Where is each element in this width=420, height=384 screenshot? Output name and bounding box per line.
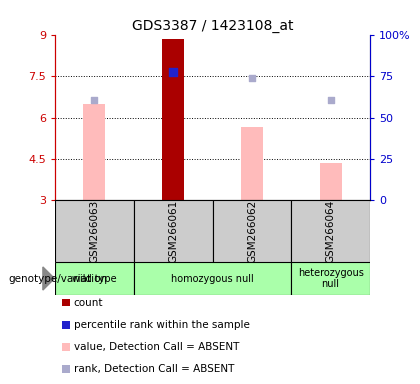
Bar <box>62 321 71 329</box>
Text: homozygous null: homozygous null <box>171 273 254 283</box>
Polygon shape <box>43 267 55 290</box>
Text: genotype/variation: genotype/variation <box>8 273 108 283</box>
Point <box>91 96 98 103</box>
Bar <box>320 163 341 200</box>
Text: value, Detection Call = ABSENT: value, Detection Call = ABSENT <box>74 342 239 352</box>
Bar <box>213 200 291 262</box>
Point <box>170 69 176 75</box>
Bar <box>62 299 71 306</box>
Bar <box>291 262 370 295</box>
Title: GDS3387 / 1423108_at: GDS3387 / 1423108_at <box>132 18 293 33</box>
Bar <box>134 200 213 262</box>
Text: wild type: wild type <box>72 273 117 283</box>
Point <box>249 75 255 81</box>
Bar <box>241 127 263 200</box>
Text: GSM266063: GSM266063 <box>89 199 100 263</box>
Bar <box>55 262 134 295</box>
Bar <box>291 200 370 262</box>
Bar <box>62 343 71 351</box>
Bar <box>162 38 184 200</box>
Bar <box>62 366 71 373</box>
Text: percentile rank within the sample: percentile rank within the sample <box>74 320 249 330</box>
Bar <box>55 200 134 262</box>
Text: count: count <box>74 298 103 308</box>
Bar <box>134 262 291 295</box>
Bar <box>83 104 105 200</box>
Text: GSM266064: GSM266064 <box>326 199 336 263</box>
Text: GSM266062: GSM266062 <box>247 199 257 263</box>
Text: heterozygous
null: heterozygous null <box>298 268 364 289</box>
Text: GSM266061: GSM266061 <box>168 199 178 263</box>
Point <box>327 98 334 104</box>
Text: rank, Detection Call = ABSENT: rank, Detection Call = ABSENT <box>74 364 234 374</box>
